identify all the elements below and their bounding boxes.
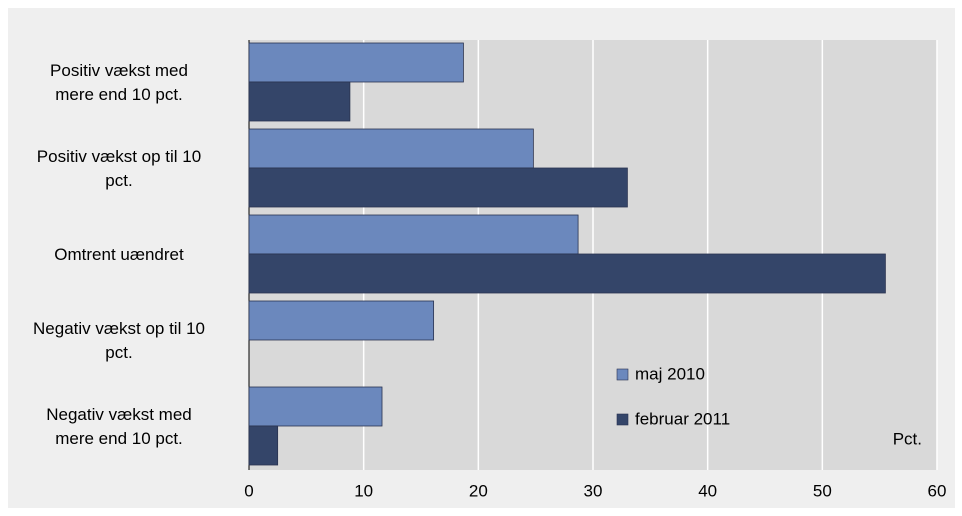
y-tick-label: Omtrent uændret [54, 245, 184, 264]
bar [248, 214, 579, 255]
y-tick-label: Negativ vækst med mere end 10 pct. [46, 405, 192, 448]
bar [248, 42, 464, 83]
x-tick-label: 50 [813, 481, 832, 500]
x-tick-label: 20 [469, 481, 488, 500]
legend-label: maj 2010 [635, 364, 705, 383]
bar [248, 81, 351, 122]
x-tick-label: 60 [928, 481, 947, 500]
y-tick-label: Negativ vækst op til 10 pct. [33, 319, 205, 362]
x-tick-label: 30 [584, 481, 603, 500]
x-axis-label: Pct. [893, 429, 922, 448]
bar [248, 128, 534, 169]
x-tick-label: 0 [244, 481, 253, 500]
legend-label: februar 2011 [635, 409, 730, 428]
y-tick-label: Positiv vækst op til 10 pct. [36, 147, 202, 190]
x-tick-label: 40 [698, 481, 717, 500]
bar [248, 425, 279, 466]
bar [248, 167, 628, 208]
x-tick-label: 10 [354, 481, 373, 500]
legend-swatch [616, 368, 629, 381]
bar [248, 300, 435, 341]
legend-swatch [616, 413, 629, 426]
bar [248, 386, 383, 427]
bar [248, 253, 886, 294]
y-tick-label: Positiv vækst med mere end 10 pct. [50, 61, 188, 104]
